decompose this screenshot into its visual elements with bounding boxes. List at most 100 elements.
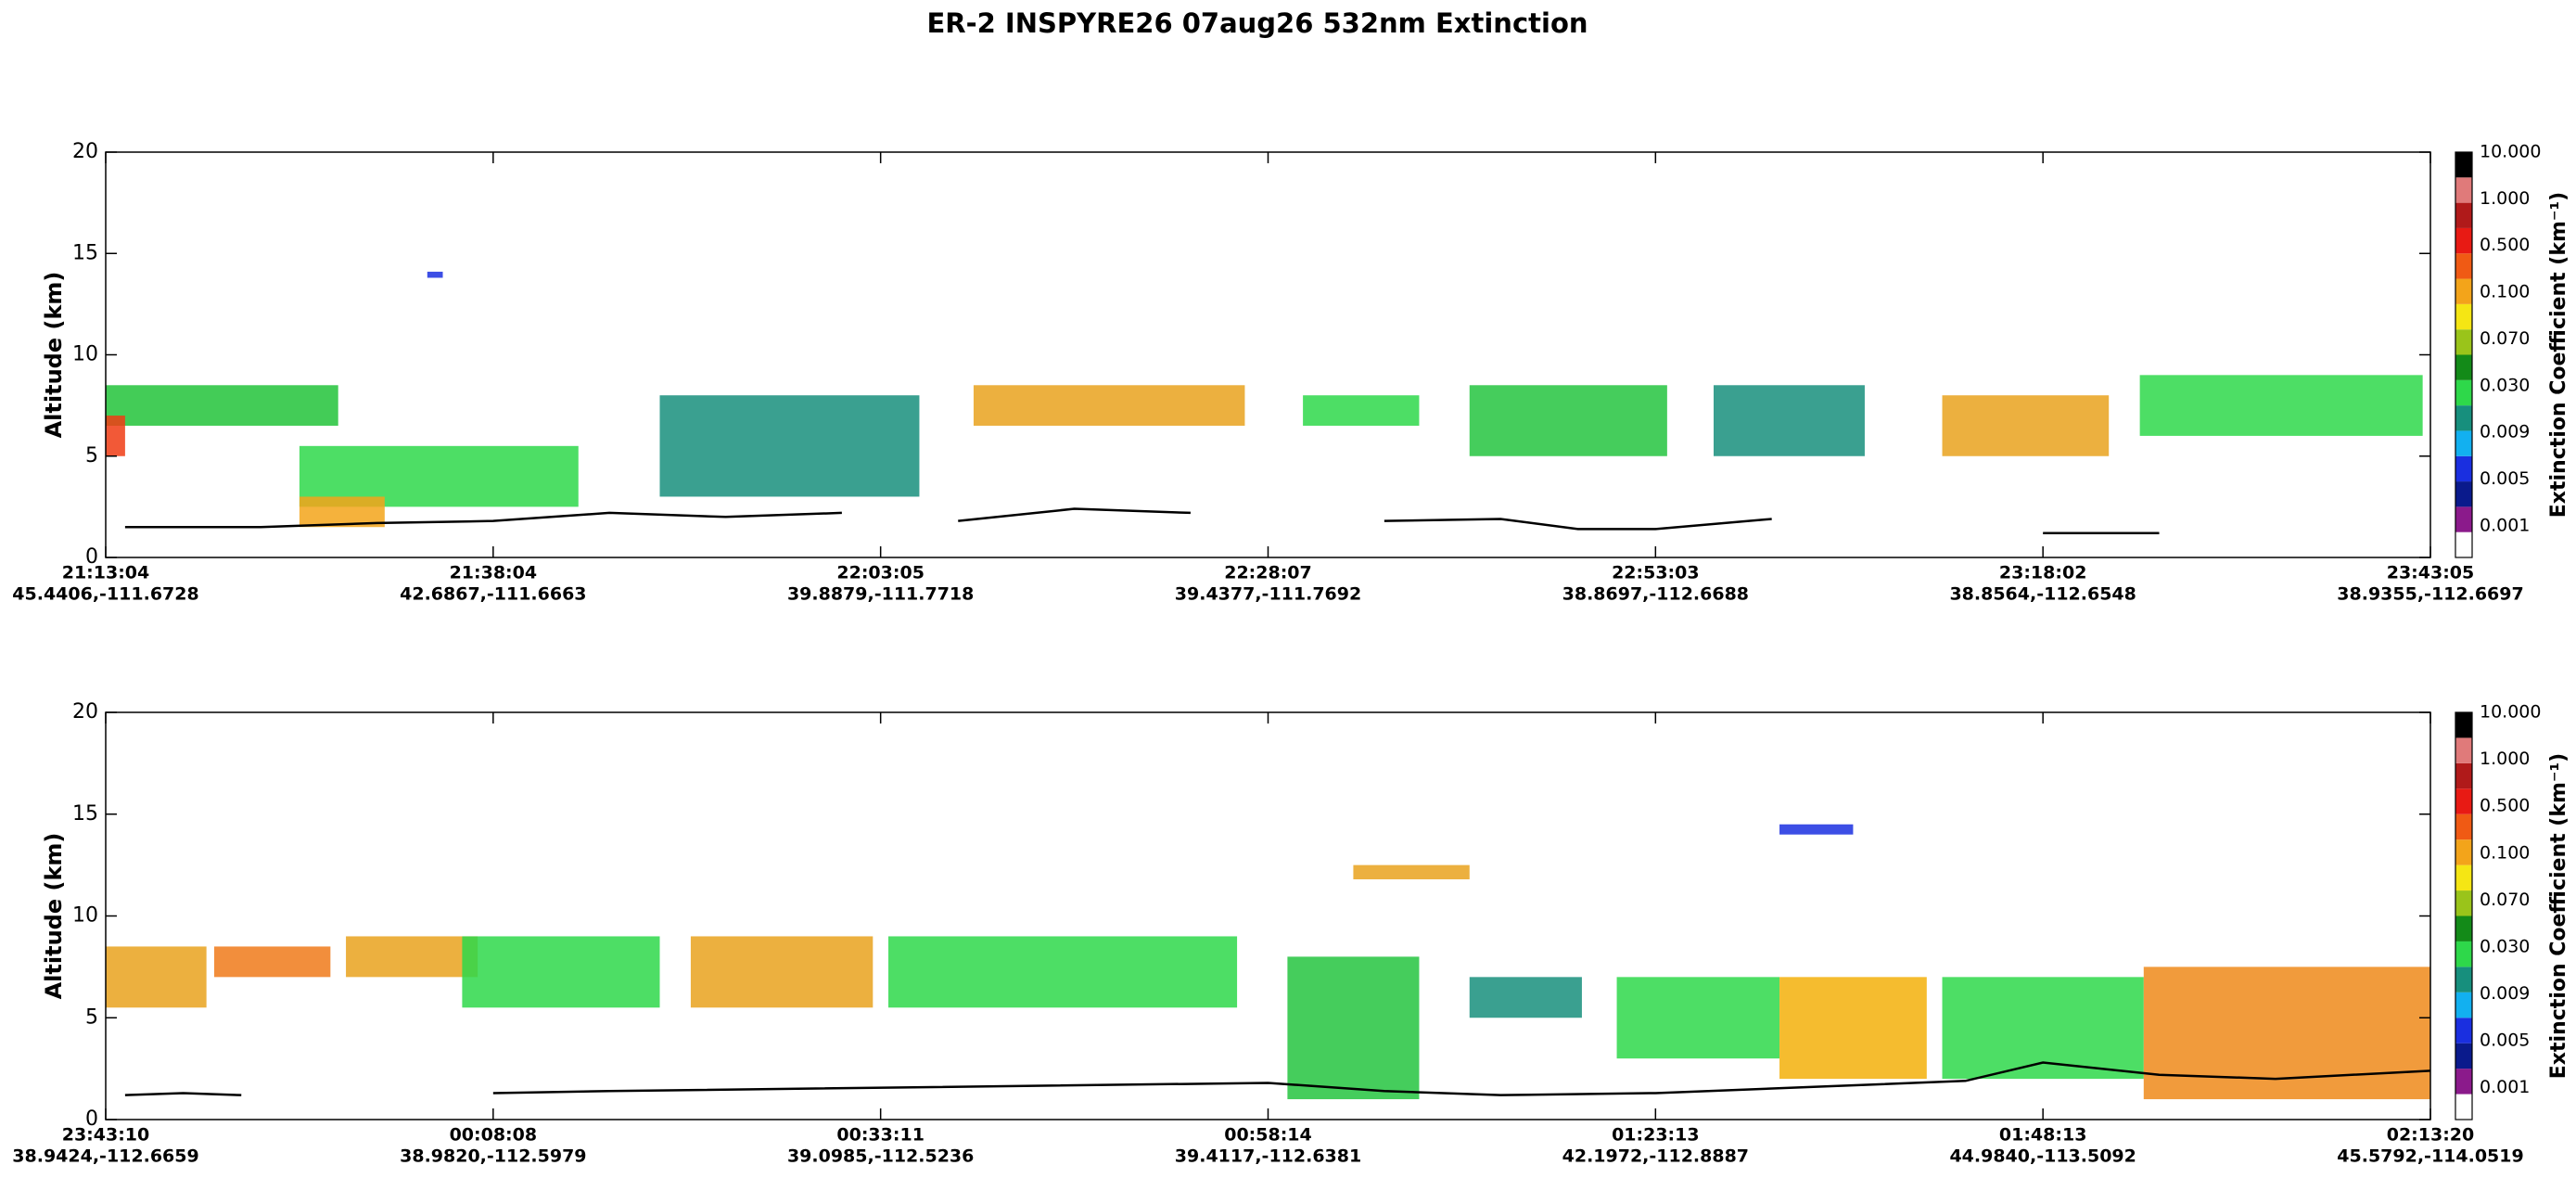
x-tick-coords: 38.8564,-112.6548 bbox=[1949, 584, 2136, 605]
y-tick-label: 20 bbox=[72, 140, 98, 163]
y-tick-label: 10 bbox=[72, 904, 98, 928]
x-tick-label: 22:28:07 bbox=[1224, 563, 1312, 583]
x-tick-label: 22:03:05 bbox=[836, 563, 925, 583]
x-tick-coords: 38.8697,-112.6688 bbox=[1562, 584, 1749, 605]
colorbar-swatch bbox=[2455, 1094, 2472, 1120]
colorbar-swatch bbox=[2455, 1043, 2472, 1069]
colorbar-swatch bbox=[2455, 813, 2472, 840]
colorbar-frame bbox=[2455, 151, 2473, 558]
x-tick-coords: 44.9840,-113.5092 bbox=[1949, 1146, 2136, 1167]
x-tick-coords: 39.8879,-111.7718 bbox=[787, 584, 974, 605]
colorbar-tick-label: 0.030 bbox=[2480, 375, 2530, 395]
colorbar-swatch bbox=[2455, 405, 2472, 431]
colorbar-swatch bbox=[2455, 916, 2472, 941]
cloud-layer bbox=[1942, 395, 2110, 456]
cloud-layer bbox=[1287, 956, 1420, 1100]
x-tick-coords: 39.0985,-112.5236 bbox=[787, 1146, 974, 1167]
cloud-layer bbox=[659, 395, 920, 497]
cloud-layer bbox=[1303, 395, 1420, 426]
colorbar-label: Extinction Coefficient (km⁻¹) bbox=[2547, 192, 2570, 518]
x-tick-label: 23:18:02 bbox=[1999, 563, 2087, 583]
colorbar-tick-label: 0.100 bbox=[2480, 282, 2530, 302]
y-tick-label: 15 bbox=[72, 241, 98, 264]
cloud-layer bbox=[106, 946, 207, 1008]
colorbar-swatch bbox=[2455, 227, 2472, 254]
colorbar-swatch bbox=[2455, 762, 2472, 789]
y-axis-label: Altitude (km) bbox=[41, 833, 67, 1000]
cloud-layer bbox=[1779, 824, 1854, 835]
colorbar-swatch bbox=[2455, 455, 2472, 482]
cloud-layer bbox=[213, 946, 331, 978]
x-tick-label: 22:53:03 bbox=[1612, 563, 1700, 583]
colorbar-swatch bbox=[2455, 253, 2472, 279]
colorbar-tick-label: 10.000 bbox=[2480, 142, 2541, 162]
colorbar-tick-label: 1.000 bbox=[2480, 749, 2530, 769]
colorbar-swatch bbox=[2455, 788, 2472, 814]
colorbar-frame bbox=[2455, 711, 2473, 1120]
x-tick-label: 00:58:14 bbox=[1224, 1125, 1312, 1146]
cloud-layer bbox=[299, 496, 385, 528]
cloud-layer bbox=[1616, 977, 1780, 1059]
colorbar-swatch bbox=[2455, 1069, 2472, 1095]
x-tick-label: 00:08:08 bbox=[450, 1125, 538, 1146]
y-tick-label: 0 bbox=[85, 545, 98, 569]
y-tick-label: 0 bbox=[85, 1108, 98, 1131]
colorbar-tick-label: 0.001 bbox=[2480, 515, 2530, 535]
y-tick-label: 5 bbox=[85, 1005, 98, 1029]
colorbar-swatch bbox=[2455, 379, 2472, 406]
cloud-layer bbox=[106, 385, 338, 426]
colorbar-swatch bbox=[2455, 278, 2472, 304]
cloud-layer bbox=[346, 936, 478, 978]
x-tick-coords: 38.9424,-112.6659 bbox=[12, 1146, 198, 1167]
colorbar-swatch bbox=[2455, 1018, 2472, 1044]
x-tick-coords: 38.9355,-112.6697 bbox=[2337, 584, 2523, 605]
x-tick-label: 23:43:10 bbox=[62, 1125, 150, 1146]
y-tick-label: 15 bbox=[72, 802, 98, 826]
x-tick-coords: 45.5792,-114.0519 bbox=[2337, 1146, 2523, 1167]
x-tick-coords: 42.1972,-112.8887 bbox=[1562, 1146, 1749, 1167]
surface-line bbox=[1384, 518, 1772, 531]
cloud-layer bbox=[2139, 375, 2423, 436]
surface-line bbox=[958, 507, 1191, 522]
colorbar-swatch bbox=[2455, 737, 2472, 763]
y-tick-label: 20 bbox=[72, 700, 98, 723]
x-tick-label: 01:48:13 bbox=[1999, 1125, 2087, 1146]
colorbar-tick-label: 0.005 bbox=[2480, 468, 2530, 489]
colorbar-tick-label: 0.005 bbox=[2480, 1031, 2530, 1051]
x-tick-label: 21:38:04 bbox=[450, 563, 538, 583]
x-tick-label: 00:33:11 bbox=[836, 1125, 925, 1146]
colorbar-tick-label: 0.100 bbox=[2480, 842, 2530, 863]
colorbar-swatch bbox=[2455, 354, 2472, 380]
colorbar-tick-label: 0.500 bbox=[2480, 235, 2530, 255]
cloud-layer bbox=[1714, 385, 1865, 456]
colorbar-swatch bbox=[2455, 967, 2472, 992]
colorbar-swatch bbox=[2455, 177, 2472, 203]
y-tick-label: 10 bbox=[72, 343, 98, 366]
cloud-layer bbox=[973, 385, 1245, 426]
colorbar-swatch bbox=[2455, 531, 2472, 557]
x-tick-coords: 45.4406,-111.6728 bbox=[12, 584, 198, 605]
x-tick-coords: 38.9820,-112.5979 bbox=[400, 1146, 586, 1167]
x-tick-label: 21:13:04 bbox=[62, 563, 150, 583]
colorbar-swatch bbox=[2455, 712, 2472, 738]
x-tick-coords: 42.6867,-111.6663 bbox=[400, 584, 586, 605]
colorbar-swatch bbox=[2455, 992, 2472, 1018]
x-tick-label: 02:13:20 bbox=[2387, 1125, 2475, 1146]
colorbar-swatch bbox=[2455, 506, 2472, 532]
colorbar-tick-label: 0.070 bbox=[2480, 328, 2530, 349]
cloud-layer bbox=[1469, 977, 1582, 1018]
cloud-layer bbox=[1779, 977, 1927, 1080]
colorbar-swatch bbox=[2455, 303, 2472, 330]
colorbar-swatch bbox=[2455, 864, 2472, 891]
colorbar-swatch bbox=[2455, 152, 2472, 178]
colorbar-swatch bbox=[2455, 481, 2472, 507]
figure-title: ER-2 INSPYRE26 07aug26 532nm Extinction bbox=[926, 7, 1588, 39]
surface-line bbox=[124, 1092, 242, 1096]
colorbar-tick-label: 0.070 bbox=[2480, 890, 2530, 910]
colorbar-tick-label: 0.001 bbox=[2480, 1077, 2530, 1097]
cloud-layer bbox=[1469, 385, 1667, 456]
colorbar-label: Extinction Coefficient (km⁻¹) bbox=[2547, 753, 2570, 1079]
cloud-layer bbox=[888, 936, 1238, 1008]
cloud-layer bbox=[106, 416, 125, 456]
